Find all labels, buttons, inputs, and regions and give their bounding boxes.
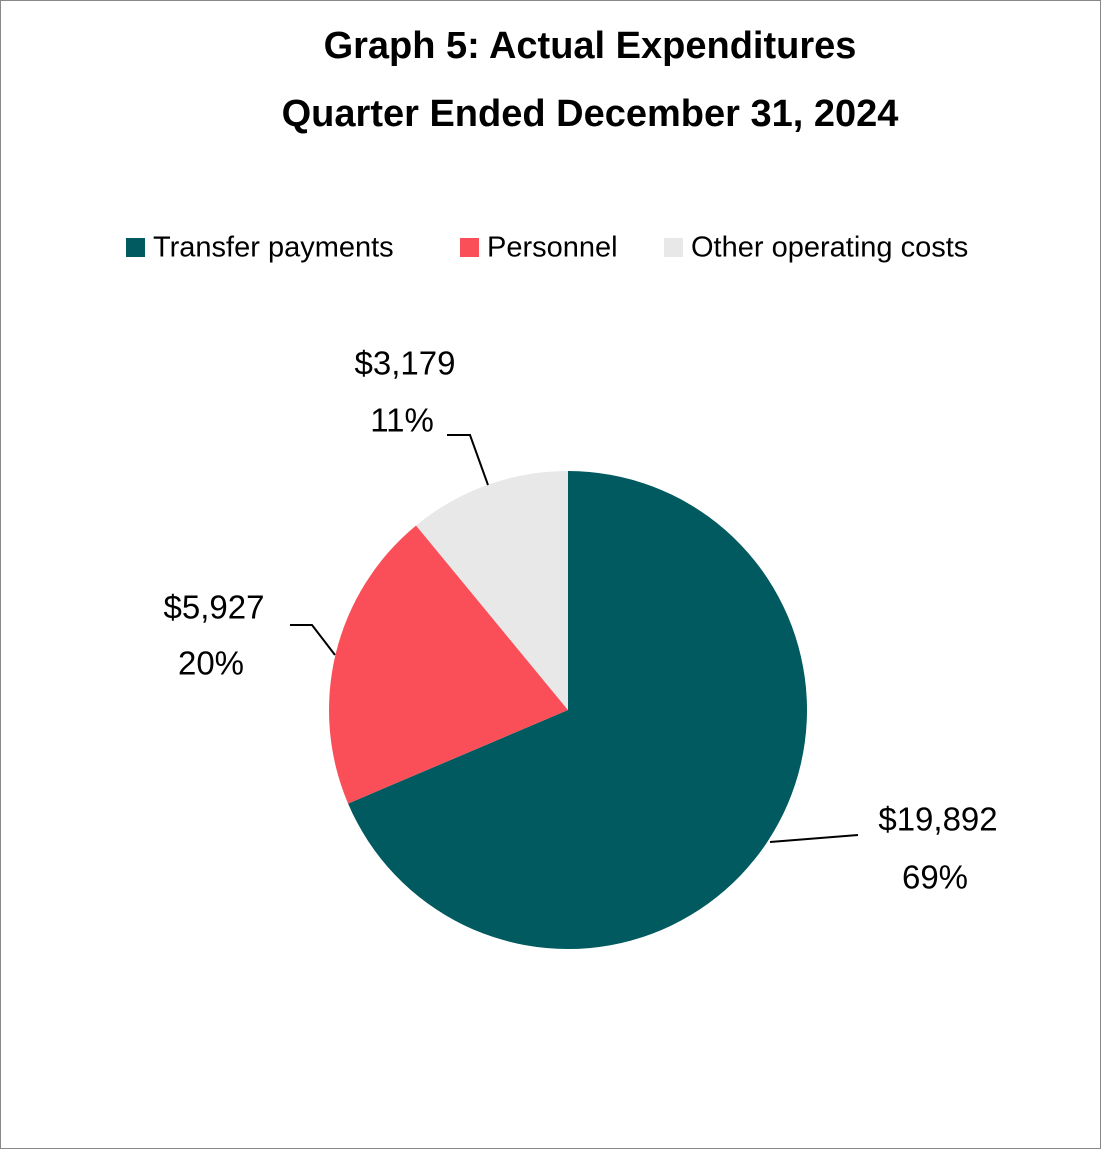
data-label: $3,179 [355,345,456,382]
pie-slice [348,471,808,949]
legend-swatch [460,238,479,257]
legend-label: Personnel [487,232,618,264]
percent-label: 69% [902,859,968,896]
chart-title: Quarter Ended December 31, 2024 [282,93,899,135]
leader-line [447,434,489,486]
legend-swatch [126,238,145,257]
pie-slice [329,525,568,804]
legend-label: Transfer payments [153,232,394,264]
data-label: $19,892 [878,801,997,838]
legend-label: Other operating costs [691,232,968,264]
legend-swatch [664,238,683,257]
percent-label: 20% [178,645,244,682]
leader-line [769,834,859,843]
data-label: $5,927 [164,589,265,626]
leader-line [290,624,336,656]
chart-title: Graph 5: Actual Expenditures [324,25,857,67]
percent-label: 11% [370,402,434,439]
pie-slice [416,471,568,710]
